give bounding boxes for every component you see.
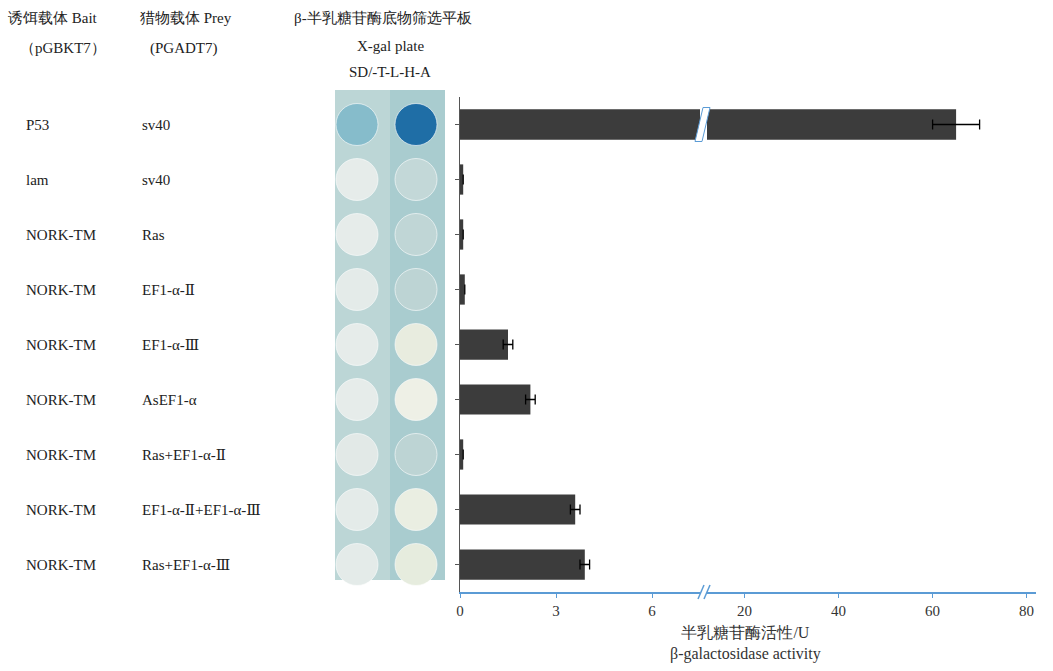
svg-text:半乳糖苷酶活性/Uβ-galactosidase activ: 半乳糖苷酶活性/Uβ-galactosidase activity bbox=[670, 624, 821, 663]
svg-text:EF1-α-Ⅲ: EF1-α-Ⅲ bbox=[142, 337, 199, 353]
svg-text:诱饵载体 Bait: 诱饵载体 Bait bbox=[8, 10, 98, 26]
svg-text:20: 20 bbox=[737, 603, 752, 619]
svg-text:X-gal plate: X-gal plate bbox=[357, 38, 424, 54]
svg-text:NORK-TM: NORK-TM bbox=[26, 502, 96, 518]
svg-text:3: 3 bbox=[552, 603, 560, 619]
svg-text:Ras+EF1-α-Ⅱ: Ras+EF1-α-Ⅱ bbox=[142, 447, 226, 463]
svg-text:AsEF1-α: AsEF1-α bbox=[142, 392, 197, 408]
svg-text:6: 6 bbox=[648, 603, 656, 619]
svg-text:Ras: Ras bbox=[142, 227, 165, 243]
svg-text:SD/-T-L-H-A: SD/-T-L-H-A bbox=[349, 64, 431, 80]
svg-text:lam: lam bbox=[26, 172, 49, 188]
svg-text:NORK-TM: NORK-TM bbox=[26, 227, 96, 243]
svg-text:40: 40 bbox=[831, 603, 846, 619]
svg-text:EF1-α-Ⅱ+EF1-α-Ⅲ: EF1-α-Ⅱ+EF1-α-Ⅲ bbox=[142, 502, 261, 518]
svg-text:NORK-TM: NORK-TM bbox=[26, 282, 96, 298]
svg-text:EF1-α-Ⅱ: EF1-α-Ⅱ bbox=[142, 282, 195, 298]
svg-text:(PGADT7): (PGADT7) bbox=[150, 40, 218, 57]
svg-text:P53: P53 bbox=[26, 117, 49, 133]
svg-text:60: 60 bbox=[925, 603, 940, 619]
svg-text:β-半乳糖苷酶底物筛选平板: β-半乳糖苷酶底物筛选平板 bbox=[294, 10, 472, 26]
svg-text:NORK-TM: NORK-TM bbox=[26, 557, 96, 573]
svg-text:NORK-TM: NORK-TM bbox=[26, 392, 96, 408]
svg-text:NORK-TM: NORK-TM bbox=[26, 447, 96, 463]
svg-text:NORK-TM: NORK-TM bbox=[26, 337, 96, 353]
svg-text:0: 0 bbox=[456, 603, 464, 619]
svg-text:Ras+EF1-α-Ⅲ: Ras+EF1-α-Ⅲ bbox=[142, 557, 230, 573]
svg-text:80: 80 bbox=[1019, 603, 1034, 619]
svg-text:猎物载体 Prey: 猎物载体 Prey bbox=[140, 10, 232, 26]
svg-text:sv40: sv40 bbox=[142, 117, 170, 133]
svg-text:（pGBKT7）: （pGBKT7） bbox=[20, 40, 106, 56]
svg-text:sv40: sv40 bbox=[142, 172, 170, 188]
